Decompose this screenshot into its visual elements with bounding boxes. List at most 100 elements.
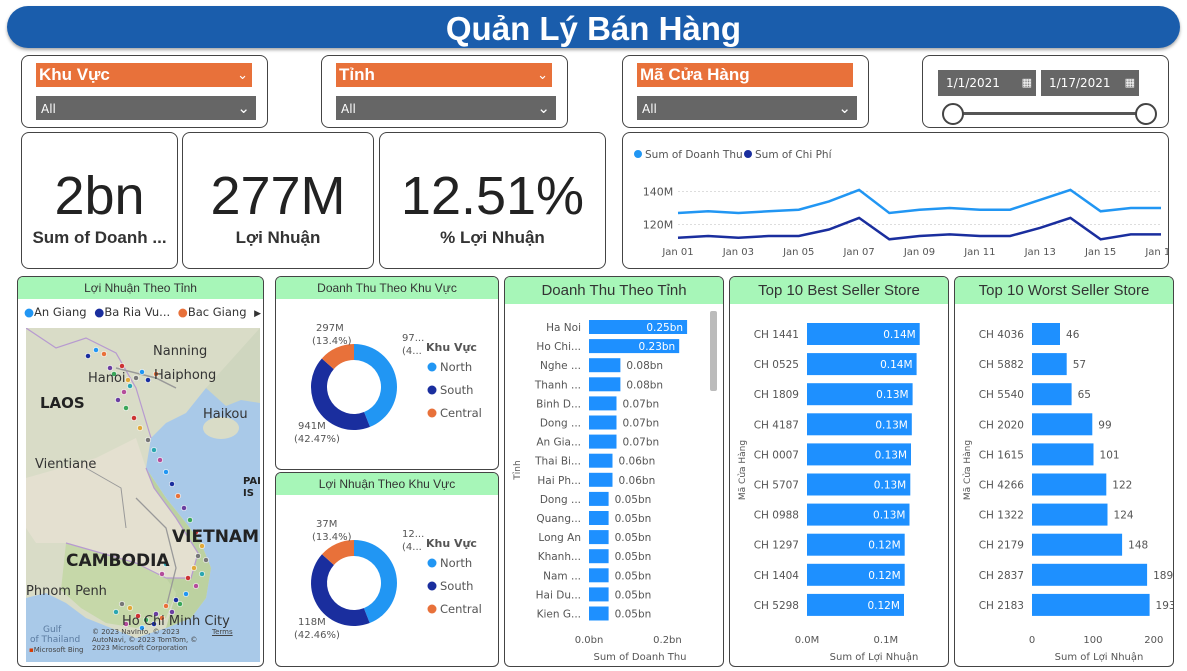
bar[interactable] <box>589 530 609 545</box>
bar[interactable] <box>589 568 609 583</box>
date-range-slicer[interactable]: 1/1/2021 ▦ 1/17/2021 ▦ <box>922 55 1169 128</box>
bar[interactable] <box>1032 323 1060 345</box>
map-marker[interactable] <box>203 557 209 563</box>
bar[interactable] <box>807 383 913 406</box>
bar[interactable] <box>1032 503 1108 526</box>
bar[interactable] <box>589 434 617 449</box>
map-marker[interactable] <box>93 347 99 353</box>
map-marker[interactable] <box>115 397 121 403</box>
bar[interactable] <box>1032 443 1094 466</box>
map-marker[interactable] <box>169 609 175 615</box>
map-marker[interactable] <box>199 571 205 577</box>
map-marker[interactable] <box>107 365 113 371</box>
series-line[interactable] <box>677 188 1161 215</box>
map-marker[interactable] <box>191 565 197 571</box>
bar[interactable] <box>589 587 609 602</box>
bar[interactable] <box>807 353 917 376</box>
map-marker[interactable] <box>159 571 165 577</box>
map-marker[interactable] <box>139 369 145 375</box>
map-marker[interactable] <box>119 363 125 369</box>
calendar-icon[interactable]: ▦ <box>1021 76 1032 89</box>
map-marker[interactable] <box>123 405 129 411</box>
map-marker[interactable] <box>153 371 159 377</box>
start-date-input[interactable]: 1/1/2021 ▦ <box>938 70 1036 96</box>
map-marker[interactable] <box>127 605 133 611</box>
calendar-icon[interactable]: ▦ <box>1124 76 1135 89</box>
map-marker[interactable] <box>123 621 129 627</box>
bar[interactable] <box>589 606 609 621</box>
chevron-down-icon[interactable]: ⌄ <box>537 67 548 82</box>
map-marker[interactable] <box>145 437 151 443</box>
slicer-khu-vuc[interactable]: Khu Vực ⌄ All ⌄ <box>21 55 268 128</box>
map-marker[interactable] <box>185 575 191 581</box>
map-marker[interactable] <box>193 583 199 589</box>
bar[interactable] <box>589 415 617 430</box>
bar[interactable] <box>589 320 688 334</box>
map-marker[interactable] <box>193 529 199 535</box>
bar[interactable] <box>807 563 905 586</box>
map-marker[interactable] <box>157 457 163 463</box>
map-marker[interactable] <box>145 377 151 383</box>
map-marker[interactable] <box>121 389 127 395</box>
bar[interactable] <box>1032 593 1150 616</box>
map-marker[interactable] <box>175 493 181 499</box>
slicer-dropdown[interactable]: All ⌄ <box>637 96 857 120</box>
bar[interactable] <box>1032 353 1067 376</box>
map-marker[interactable] <box>135 613 141 619</box>
series-line[interactable] <box>677 216 1161 241</box>
map-marker[interactable] <box>111 371 117 377</box>
map-marker[interactable] <box>113 609 119 615</box>
bar[interactable] <box>1032 473 1107 496</box>
map-marker[interactable] <box>133 375 139 381</box>
donut-slice[interactable] <box>321 344 354 370</box>
bar[interactable] <box>807 443 911 466</box>
slicer-dropdown[interactable]: All ⌄ <box>36 96 256 120</box>
bar[interactable] <box>1032 383 1072 406</box>
date-slider-end-handle[interactable] <box>1135 103 1157 125</box>
slicer-tinh[interactable]: Tỉnh ⌄ All ⌄ <box>321 55 568 128</box>
map-marker[interactable] <box>183 591 189 597</box>
map-marker[interactable] <box>127 383 133 389</box>
donut-slice[interactable] <box>354 344 397 427</box>
map-marker[interactable] <box>163 603 169 609</box>
map-marker[interactable] <box>119 601 125 607</box>
map-marker[interactable] <box>151 621 157 627</box>
date-slider-start-handle[interactable] <box>942 103 964 125</box>
map-marker[interactable] <box>101 351 107 357</box>
map-canvas[interactable]: Nanning Hanoi Haiphong LAOS Haikou Vient… <box>26 328 260 662</box>
scrollbar-thumb[interactable] <box>710 311 717 391</box>
map-marker[interactable] <box>143 617 149 623</box>
donut-slice[interactable] <box>311 554 370 626</box>
map-marker[interactable] <box>187 517 193 523</box>
map-marker[interactable] <box>125 377 131 383</box>
bar[interactable] <box>589 491 609 506</box>
bar[interactable] <box>1032 533 1123 556</box>
bar[interactable] <box>807 533 905 556</box>
map-marker[interactable] <box>199 543 205 549</box>
map-terms-link[interactable]: Terms <box>212 628 233 636</box>
donut-slice[interactable] <box>310 358 370 431</box>
map-marker[interactable] <box>173 597 179 603</box>
map-marker[interactable] <box>159 615 165 621</box>
bar[interactable] <box>589 472 613 487</box>
legend-next-icon[interactable]: ▶ <box>254 309 262 319</box>
bar[interactable] <box>589 396 617 411</box>
map-marker[interactable] <box>169 481 175 487</box>
bar[interactable] <box>1032 563 1148 586</box>
end-date-input[interactable]: 1/17/2021 ▦ <box>1041 70 1139 96</box>
bar[interactable] <box>1032 413 1093 436</box>
bar[interactable] <box>589 358 621 373</box>
map-marker[interactable] <box>163 469 169 475</box>
bar[interactable] <box>807 503 910 526</box>
bar[interactable] <box>807 473 911 496</box>
map-marker[interactable] <box>131 415 137 421</box>
map-marker[interactable] <box>177 601 183 607</box>
bar[interactable] <box>589 511 609 525</box>
map-marker[interactable] <box>181 505 187 511</box>
map-marker[interactable] <box>85 353 91 359</box>
map-marker[interactable] <box>195 553 201 559</box>
map-marker[interactable] <box>151 447 157 453</box>
slicer-ma-cua-hang[interactable]: Mã Cửa Hàng All ⌄ <box>622 55 869 128</box>
bar[interactable] <box>589 339 680 354</box>
map-marker[interactable] <box>163 561 169 567</box>
